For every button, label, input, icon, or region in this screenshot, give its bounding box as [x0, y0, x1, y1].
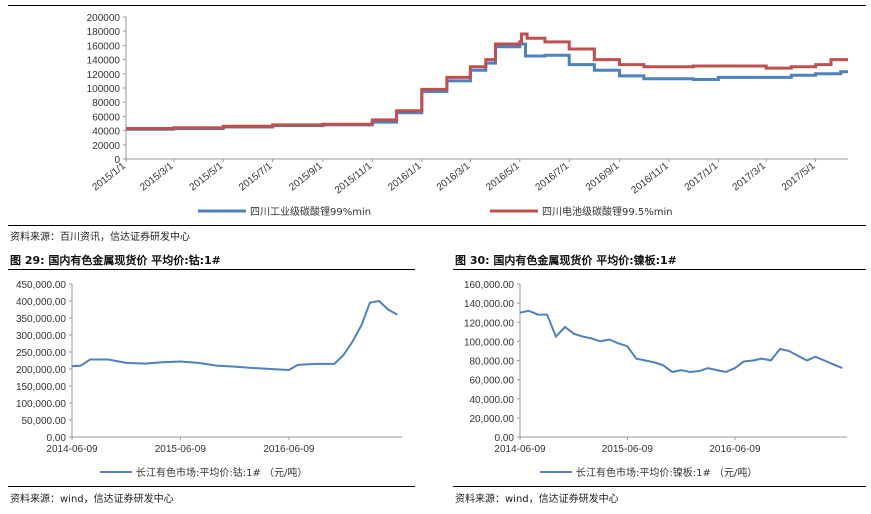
- x-tick-label: 2016/1/1: [386, 160, 424, 193]
- y-tick-label: 100000: [87, 84, 121, 95]
- x-tick-label: 2017/5/1: [780, 160, 818, 193]
- y-tick-label: 200000: [87, 13, 121, 24]
- x-tick-label: 2016/5/1: [484, 160, 522, 193]
- title-divider-cobalt: [8, 269, 415, 270]
- y-tick-label: 20000: [92, 141, 120, 152]
- x-tick-label: 2015/5/1: [188, 160, 226, 193]
- legend-label: 长江有色市场:平均价:钴:1# （元/吨）: [136, 466, 307, 479]
- x-tick-label: 2016-06-09: [263, 444, 315, 455]
- x-tick-label: 2016/7/1: [534, 160, 572, 193]
- y-tick-label: 20,000.00: [470, 414, 515, 425]
- y-tick-label: 0.00: [47, 433, 67, 444]
- x-tick-label: 2014-06-09: [494, 444, 546, 455]
- y-tick-label: 140,000.00: [464, 299, 514, 310]
- y-tick-label: 160000: [87, 41, 121, 52]
- y-tick-label: 160,000.00: [464, 280, 514, 291]
- x-tick-label: 2015/9/1: [287, 160, 325, 193]
- series-industrial-line: [126, 42, 848, 131]
- y-tick-label: 80000: [92, 98, 120, 109]
- title-divider-nickel: [453, 269, 866, 270]
- lithium-price-chart: 0 20000 40000 60000 80000 100000 120000 140000 1…: [87, 13, 848, 218]
- y-tick-label: 200,000.00: [16, 365, 66, 376]
- y-tick-label: 100,000.00: [16, 399, 66, 410]
- x-tick-label: 2016/11/1: [630, 160, 672, 196]
- source-note-cobalt: 资料来源：wind，信达证券研发中心: [10, 494, 174, 505]
- x-tick-label: 2014-06-09: [46, 444, 98, 455]
- nickel-price-line: [519, 309, 843, 374]
- x-tick-label: 2016/3/1: [435, 160, 473, 193]
- chart-title-nickel: 图 30: 国内有色金属现货价 平均价:镍板:1#: [455, 254, 677, 267]
- nickel-price-chart: 0.00 20,000.00 40,000.00 60,000.00 80,000.00…: [464, 280, 847, 479]
- y-tick-label: 250,000.00: [16, 348, 66, 359]
- x-tick-label: 2015-06-09: [155, 444, 207, 455]
- x-tick-label: 2015/1/1: [90, 160, 128, 193]
- y-tick-label: 450,000.00: [16, 280, 66, 291]
- x-tick-label: 2015/3/1: [138, 160, 176, 193]
- y-tick-label: 0.00: [495, 433, 515, 444]
- x-tick-label: 2016/9/1: [584, 160, 622, 193]
- y-tick-label: 180000: [87, 27, 121, 38]
- x-tick-label: 2017/3/1: [731, 160, 769, 193]
- legend-label: 四川工业级碳酸锂99%min: [250, 205, 371, 218]
- cobalt-price-line: [71, 299, 398, 372]
- x-tick-label: 2016-06-09: [709, 444, 761, 455]
- y-tick-label: 60000: [92, 112, 120, 123]
- y-tick-label: 120000: [87, 70, 121, 81]
- y-tick-label: 120,000.00: [464, 318, 514, 329]
- cobalt-price-chart: 0.00 50,000.00 100,000.00 150,000.00 200,000…: [16, 280, 402, 479]
- legend-label: 长江有色市场:平均价:镍板:1# （元/吨）: [576, 466, 757, 479]
- y-tick-label: 50,000.00: [22, 416, 67, 427]
- x-tick-label: 2017/1/1: [683, 160, 721, 193]
- source-divider-main: [8, 225, 866, 226]
- source-divider-cobalt: [8, 486, 415, 487]
- x-tick-label: 2015-06-09: [602, 444, 654, 455]
- y-tick-label: 80,000.00: [470, 357, 515, 368]
- y-tick-label: 40,000.00: [470, 395, 515, 406]
- y-tick-label: 60,000.00: [470, 376, 515, 387]
- series-battery-line: [126, 32, 848, 130]
- y-tick-label: 0: [114, 155, 120, 166]
- y-tick-label: 100,000.00: [464, 337, 514, 348]
- x-tick-label: 2015/7/1: [237, 160, 275, 193]
- y-tick-label: 140000: [87, 56, 121, 67]
- y-tick-label: 350,000.00: [16, 314, 66, 325]
- source-note-main: 资料来源：百川资讯，信达证券研发中心: [10, 232, 190, 243]
- y-tick-label: 150,000.00: [16, 382, 66, 393]
- x-tick-label: 2015/11/1: [333, 160, 375, 196]
- top-divider: [8, 5, 866, 6]
- source-divider-nickel: [453, 486, 866, 487]
- legend-label: 四川电池级碳酸锂99.5%min: [542, 205, 673, 218]
- y-tick-label: 40000: [92, 127, 120, 138]
- chart-title-cobalt: 图 29: 国内有色金属现货价 平均价:钴:1#: [10, 254, 221, 267]
- y-tick-label: 300,000.00: [16, 331, 66, 342]
- y-tick-label: 400,000.00: [16, 297, 66, 308]
- source-note-nickel: 资料来源：wind，信达证券研发中心: [455, 494, 619, 505]
